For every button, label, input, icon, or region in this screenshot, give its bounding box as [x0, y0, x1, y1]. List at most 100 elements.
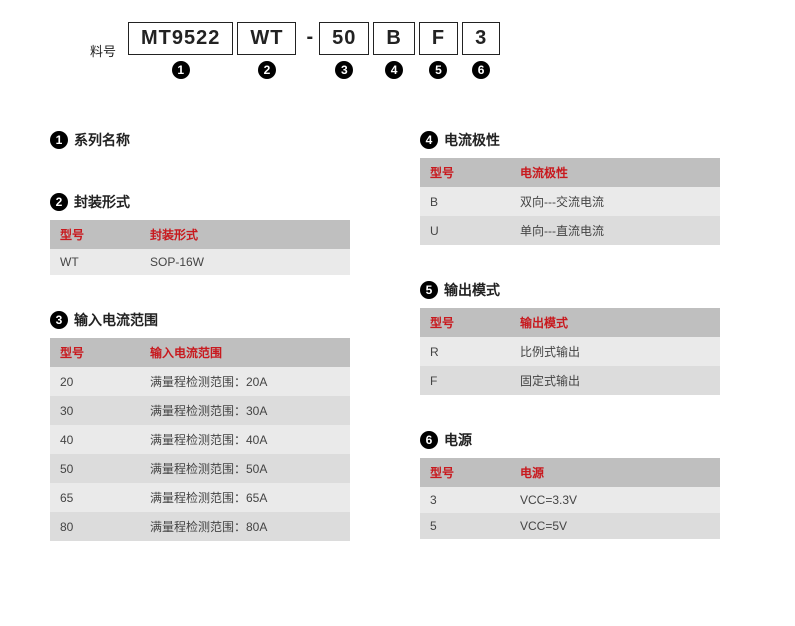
cell: 40 [50, 425, 140, 454]
table-row: U单向---直流电流 [420, 216, 720, 245]
table-row: 30满量程检测范围：30A [50, 396, 350, 425]
table-input-range: 型号 输入电流范围 20满量程检测范围：20A 30满量程检测范围：30A 40… [50, 338, 350, 541]
segment-4-box: B [373, 22, 414, 55]
section-6-title: 6 电源 [420, 430, 720, 450]
section-power: 6 电源 型号 电源 3VCC=3.3V 5VCC=5V [420, 430, 720, 539]
cell: VCC=5V [510, 513, 720, 539]
section-package: 2 封装形式 型号 封装形式 WT SOP-16W [50, 192, 350, 275]
segment-dash: - [300, 22, 319, 49]
table-row: 3VCC=3.3V [420, 487, 720, 513]
table-row: 50满量程检测范围：50A [50, 454, 350, 483]
segment-4-badge: 4 [385, 61, 403, 79]
cell: 固定式输出 [510, 366, 720, 395]
cell: 50 [50, 454, 140, 483]
table-row: WT SOP-16W [50, 249, 350, 275]
segment-6-box: 3 [462, 22, 500, 55]
section-input-range: 3 输入电流范围 型号 输入电流范围 20满量程检测范围：20A 30满量程检测… [50, 310, 350, 541]
table-input-h2: 输入电流范围 [140, 338, 350, 367]
section-1-title: 1 系列名称 [50, 130, 350, 150]
cell: 满量程检测范围：20A [140, 367, 350, 396]
section-4-title: 4 电流极性 [420, 130, 720, 150]
section-3-badge: 3 [50, 311, 68, 329]
table-power: 型号 电源 3VCC=3.3V 5VCC=5V [420, 458, 720, 539]
segment-6: 3 6 [462, 22, 500, 79]
cell: 单向---直流电流 [510, 216, 720, 245]
section-4-badge: 4 [420, 131, 438, 149]
section-polarity: 4 电流极性 型号 电流极性 B双向---交流电流 U单向---直流电流 [420, 130, 720, 245]
cell: 3 [420, 487, 510, 513]
cell: 双向---交流电流 [510, 187, 720, 216]
segment-3-badge: 3 [335, 61, 353, 79]
table-power-h1: 型号 [420, 458, 510, 487]
part-number-label: 料号 [90, 41, 116, 60]
table-row: 65满量程检测范围：65A [50, 483, 350, 512]
section-series-name: 1 系列名称 [50, 130, 350, 158]
table-output-h2: 输出模式 [510, 308, 720, 337]
section-5-badge: 5 [420, 281, 438, 299]
segment-1-box: MT9522 [128, 22, 233, 55]
cell: 65 [50, 483, 140, 512]
segment-5-badge: 5 [429, 61, 447, 79]
cell: F [420, 366, 510, 395]
cell: B [420, 187, 510, 216]
table-input-h1: 型号 [50, 338, 140, 367]
table-row: 80满量程检测范围：80A [50, 512, 350, 541]
segment-5-box: F [419, 22, 458, 55]
segment-4: B 4 [373, 22, 414, 79]
table-row: B双向---交流电流 [420, 187, 720, 216]
cell: 30 [50, 396, 140, 425]
part-number-row: 料号 MT9522 1 WT 2 - 50 3 B 4 F 5 3 6 [90, 22, 504, 79]
segment-3: 50 3 [319, 22, 369, 79]
section-1-text: 系列名称 [74, 130, 130, 150]
cell: 5 [420, 513, 510, 539]
table-package-h1: 型号 [50, 220, 140, 249]
section-6-badge: 6 [420, 431, 438, 449]
part-number-segments: MT9522 1 WT 2 - 50 3 B 4 F 5 3 6 [128, 22, 504, 79]
table-output-mode: 型号 输出模式 R比例式输出 F固定式输出 [420, 308, 720, 395]
table-polarity-h2: 电流极性 [510, 158, 720, 187]
section-1-badge: 1 [50, 131, 68, 149]
segment-1-badge: 1 [172, 61, 190, 79]
table-polarity-h1: 型号 [420, 158, 510, 187]
table-row: R比例式输出 [420, 337, 720, 366]
cell: 满量程检测范围：50A [140, 454, 350, 483]
section-output-mode: 5 输出模式 型号 输出模式 R比例式输出 F固定式输出 [420, 280, 720, 395]
segment-2-box: WT [237, 22, 296, 55]
cell: U [420, 216, 510, 245]
table-row: 40满量程检测范围：40A [50, 425, 350, 454]
segment-3-box: 50 [319, 22, 369, 55]
table-output-h1: 型号 [420, 308, 510, 337]
section-2-text: 封装形式 [74, 192, 130, 212]
section-5-title: 5 输出模式 [420, 280, 720, 300]
cell: R [420, 337, 510, 366]
table-power-h2: 电源 [510, 458, 720, 487]
cell: 20 [50, 367, 140, 396]
table-package-h2: 封装形式 [140, 220, 350, 249]
segment-2-badge: 2 [258, 61, 276, 79]
cell: SOP-16W [140, 249, 350, 275]
table-row: 20满量程检测范围：20A [50, 367, 350, 396]
cell: 满量程检测范围：30A [140, 396, 350, 425]
table-row: F固定式输出 [420, 366, 720, 395]
section-6-text: 电源 [444, 430, 472, 450]
section-5-text: 输出模式 [444, 280, 500, 300]
cell: 比例式输出 [510, 337, 720, 366]
cell: VCC=3.3V [510, 487, 720, 513]
cell: 满量程检测范围：40A [140, 425, 350, 454]
section-3-text: 输入电流范围 [74, 310, 158, 330]
cell: 80 [50, 512, 140, 541]
section-4-text: 电流极性 [444, 130, 500, 150]
segment-1: MT9522 1 [128, 22, 233, 79]
table-polarity: 型号 电流极性 B双向---交流电流 U单向---直流电流 [420, 158, 720, 245]
section-2-title: 2 封装形式 [50, 192, 350, 212]
table-row: 5VCC=5V [420, 513, 720, 539]
section-3-title: 3 输入电流范围 [50, 310, 350, 330]
section-2-badge: 2 [50, 193, 68, 211]
cell: 满量程检测范围：65A [140, 483, 350, 512]
segment-6-badge: 6 [472, 61, 490, 79]
table-package: 型号 封装形式 WT SOP-16W [50, 220, 350, 275]
segment-2: WT 2 [237, 22, 296, 79]
segment-5: F 5 [419, 22, 458, 79]
cell: WT [50, 249, 140, 275]
cell: 满量程检测范围：80A [140, 512, 350, 541]
